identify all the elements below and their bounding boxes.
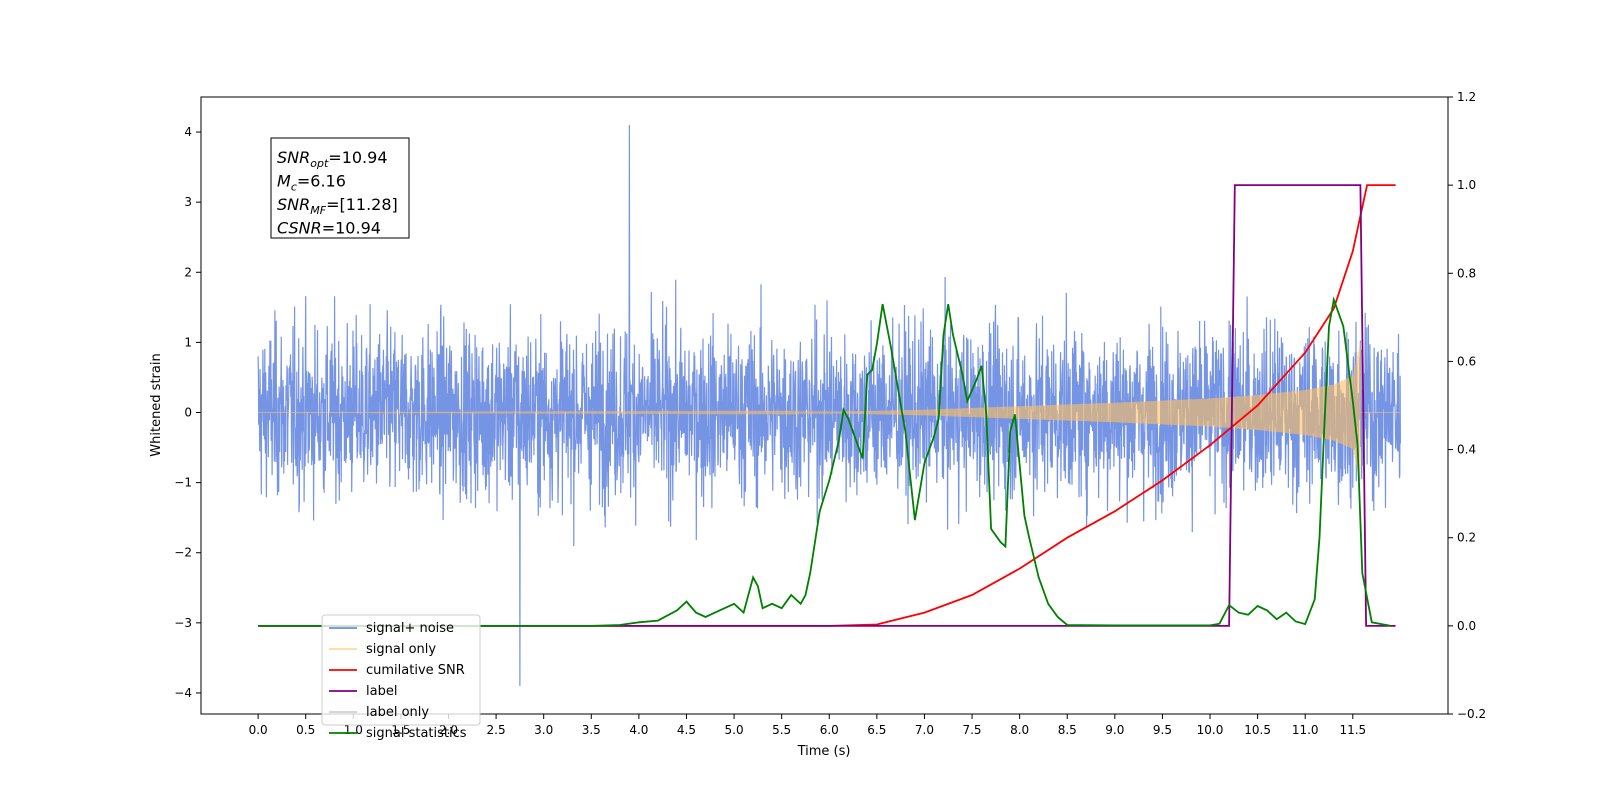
x-tick-label: 1.5 (391, 723, 410, 737)
x-tick-label: 4.5 (677, 723, 696, 737)
y2-tick-label: 0.8 (1457, 266, 1476, 280)
y-tick-label: 3 (184, 195, 192, 209)
y2-tick-label: 0.0 (1457, 619, 1476, 633)
legend-label: label only (366, 705, 429, 720)
x-tick-label: 0.5 (296, 723, 315, 737)
plot-frame (200, 96, 1449, 715)
x-tick-label: 3.5 (582, 723, 601, 737)
x-tick-label: 10.0 (1197, 723, 1224, 737)
legend-label: cumilative SNR (366, 663, 465, 678)
x-tick-label: 8.5 (1058, 723, 1077, 737)
x-tick-label: 7.0 (915, 723, 934, 737)
legend-label: signal+ noise (366, 621, 454, 636)
annotation-symbol: SNR (277, 148, 310, 167)
legend: signal+ noise signal only cumilative SNR la… (321, 614, 481, 741)
y2-tick-label: 1.0 (1457, 178, 1476, 192)
x-tick-label: 9.5 (1153, 723, 1172, 737)
annotation-symbol: M (277, 172, 291, 191)
y-tick-label: −4 (174, 686, 192, 700)
y-tick-label: 2 (184, 265, 192, 279)
annotation-subscript: MF (310, 204, 326, 217)
y-tick-label: −2 (174, 546, 192, 560)
x-tick-label: 10.5 (1244, 723, 1271, 737)
y-tick-label: 0 (184, 406, 192, 420)
y-tick-label: 1 (184, 335, 192, 349)
x-axis-label: Time (s) (797, 744, 851, 759)
y2-tick-label: 0.4 (1457, 443, 1476, 457)
annotation-value: =6.16 (297, 172, 346, 191)
plot-data-layer (257, 124, 1402, 687)
annotation-symbol: CSNR (277, 219, 322, 238)
annotation-line: SNRopt=10.94 (277, 148, 388, 170)
annotation-symbol: SNR (277, 195, 310, 214)
series-signal-noise-line (257, 124, 1402, 687)
y2-tick-label: 1.2 (1457, 90, 1476, 104)
x-tick-label: 8.0 (1010, 723, 1029, 737)
x-tick-label: 6.5 (867, 723, 886, 737)
legend-frame (321, 614, 481, 726)
x-tick-label: 2.5 (487, 723, 506, 737)
x-tick-label: 7.5 (962, 723, 981, 737)
y2-tick-label: −0.2 (1457, 707, 1486, 721)
snr-annotation-box: SNRopt=10.94Mc=6.16SNRMF=[11.28]CSNR=10.… (270, 137, 410, 239)
x-tick-label: 11.5 (1339, 723, 1366, 737)
x-tick-label: 6.0 (820, 723, 839, 737)
annotation-subscript: c (291, 181, 297, 194)
legend-label: label (366, 684, 397, 699)
y-tick-label: −3 (174, 616, 192, 630)
x-tick-label: 9.0 (1105, 723, 1124, 737)
x-tick-label: 5.0 (725, 723, 744, 737)
y-tick-label: 4 (184, 125, 192, 139)
annotation-line: SNRMF=[11.28] (277, 195, 398, 217)
annotation-value: =10.94 (322, 219, 381, 238)
x-tick-label: 4.0 (629, 723, 648, 737)
annotation-frame (270, 137, 410, 239)
annotation-line: CSNR=10.94 (277, 219, 381, 238)
annotation-line: Mc=6.16 (277, 172, 346, 194)
y2-tick-label: 0.2 (1457, 531, 1476, 545)
x-tick-label: 11.0 (1292, 723, 1319, 737)
legend-label: signal statistics (366, 726, 467, 741)
y-tick-label: −1 (174, 476, 192, 490)
y-axis-label: Whitened strain (149, 353, 164, 456)
series-signal-statistics-line (258, 296, 1392, 627)
legend-label: signal only (366, 642, 436, 657)
x-tick-label: 3.0 (534, 723, 553, 737)
annotation-value: =[11.28] (326, 195, 398, 214)
x-tick-label: 0.0 (249, 723, 268, 737)
series-cumulative-snr-line (258, 184, 1396, 627)
annotation-subscript: opt (310, 157, 329, 170)
x-tick-label: 2.0 (439, 723, 458, 737)
y2-tick-label: 0.6 (1457, 354, 1476, 368)
series-signal-only-line (258, 342, 1401, 482)
x-tick-label: 5.5 (772, 723, 791, 737)
annotation-value: =10.94 (328, 148, 387, 167)
